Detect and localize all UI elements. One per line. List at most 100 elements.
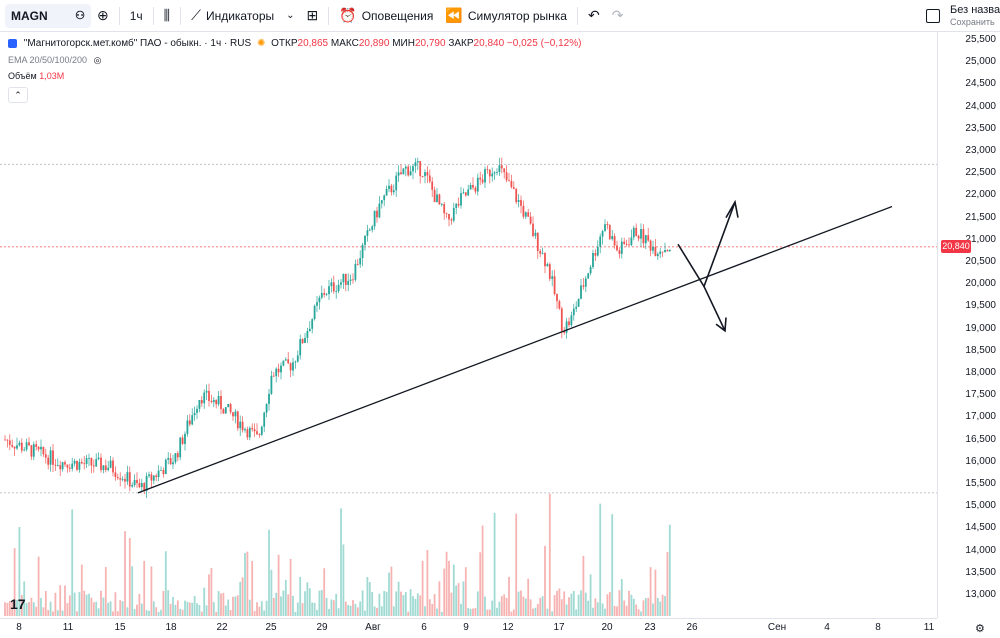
undo-button[interactable]: ↶ (582, 4, 606, 28)
symbol-search[interactable]: MAGN ⚇ (5, 3, 91, 28)
candle-body (251, 427, 254, 430)
time-tick-label: 4 (824, 622, 830, 633)
chart-canvas[interactable] (0, 32, 937, 618)
candle-body (601, 231, 604, 237)
add-symbol-button[interactable]: ⊕ (91, 4, 115, 28)
replay-button[interactable]: ⏪ Симулятор рынка (439, 4, 573, 28)
chart-type-button[interactable]: ⫼ (158, 4, 176, 28)
volume-bar (580, 590, 582, 616)
layouts-button[interactable]: ⊞ (301, 4, 325, 28)
volume-bar (659, 601, 662, 616)
candle-body (318, 297, 321, 303)
volume-bar (424, 606, 426, 616)
volume-bar (352, 600, 354, 616)
chevron-down-icon[interactable]: ⌄ (286, 10, 295, 21)
ema-indicator-legend[interactable]: EMA 20/50/100/200 ◎ (8, 55, 101, 66)
price-tick-label: 20,000 (965, 278, 996, 290)
candle-body (503, 168, 506, 173)
current-price-label: 20,840 (941, 240, 971, 254)
volume-bar (83, 590, 86, 616)
close-value: 20,840 (473, 38, 505, 49)
undo-icon: ↶ (587, 7, 600, 23)
candle-body (287, 359, 290, 364)
volume-bar (263, 610, 266, 616)
volume-bar (270, 569, 273, 616)
candle-body (42, 446, 45, 455)
candle-body (239, 421, 242, 429)
volume-bar (184, 600, 186, 616)
volume-bar (635, 604, 638, 616)
arrow-down-path (703, 286, 726, 332)
candle-body (402, 168, 405, 175)
volume-bar (186, 601, 189, 616)
volume-bar (611, 514, 614, 616)
open-label: ОТКР (271, 38, 298, 49)
volume-bar (455, 585, 458, 616)
volume-bar (145, 610, 148, 616)
settings-gear-icon[interactable]: ⚙ (975, 623, 985, 635)
volume-bar (462, 581, 465, 616)
time-axis[interactable]: 8 11 15 18 22 25 29 Авг 6 9 12 17 20 23 26 Сен 4 8 11 (0, 618, 937, 638)
volume-bar (210, 568, 213, 616)
volume-bar (416, 593, 419, 616)
volume-bar (666, 552, 669, 616)
volume-bar (428, 599, 431, 616)
volume-bar (539, 597, 542, 616)
candle-body (476, 177, 479, 192)
redo-button[interactable]: ↷ (606, 4, 630, 28)
price-tick-label: 13,000 (965, 589, 996, 600)
candle-body (452, 207, 455, 221)
candle-body (128, 472, 131, 487)
volume-bar (640, 611, 642, 616)
alerts-button[interactable]: ⏰ Оповещения (333, 4, 439, 28)
layout-save[interactable]: Без названия Сохранить (950, 4, 1000, 28)
volume-bar (162, 590, 165, 616)
volume-bar (332, 600, 335, 616)
candle-body (577, 298, 580, 307)
volume-bar (30, 597, 33, 616)
volume-bar (296, 602, 299, 616)
volume-bar (457, 583, 460, 616)
candle-body (534, 232, 537, 236)
eye-off-icon[interactable]: ◎ (93, 55, 102, 65)
volume-bar (356, 607, 359, 616)
layout-checkbox[interactable] (926, 9, 940, 23)
indicators-button[interactable]: ⟋ Индикаторы ⌄ (185, 4, 300, 28)
volume-bar (258, 606, 261, 616)
volume-bar (6, 602, 9, 616)
volume-bar (100, 590, 102, 616)
volume-bar (524, 598, 527, 616)
candle-body (284, 359, 287, 361)
volume-bar (620, 578, 623, 616)
compare-icon[interactable]: ⚇ (75, 10, 85, 22)
price-axis[interactable]: 25,500 25,000 24,500 24,000 23,500 23,000 22,5… (937, 32, 1000, 618)
volume-bar (143, 560, 146, 616)
candle-body (606, 224, 609, 226)
candle-body (184, 433, 186, 444)
volume-bar (80, 564, 83, 616)
collapse-legend-button[interactable]: ⌃ (8, 87, 28, 103)
candle-body (176, 453, 179, 458)
volume-bar (625, 605, 628, 616)
candle-body (35, 444, 38, 447)
price-tick-label: 21,000 (965, 233, 996, 245)
symbol-title: "Магнитогорск.мет.комб" ПАО - обыкн. · 1… (23, 38, 252, 49)
volume-bar (212, 602, 215, 616)
candle-body (169, 457, 172, 465)
volume-bar (347, 605, 350, 616)
candle-body (47, 457, 50, 465)
candle-body (544, 252, 546, 267)
rewind-icon: ⏪ (445, 7, 463, 23)
candle-body (469, 185, 472, 190)
candle-body (642, 229, 645, 244)
tradingview-logo[interactable]: 17 (10, 596, 26, 612)
candle-body (546, 264, 549, 267)
low-label: МИН (392, 38, 415, 49)
volume-bar (304, 591, 306, 616)
volume-bar (222, 592, 225, 616)
candle-body (400, 172, 402, 175)
volume-bar (47, 610, 50, 616)
volume-legend[interactable]: Объём 1,03M (8, 71, 64, 81)
interval-button[interactable]: 1ч (124, 4, 149, 28)
volume-bar (119, 600, 122, 616)
